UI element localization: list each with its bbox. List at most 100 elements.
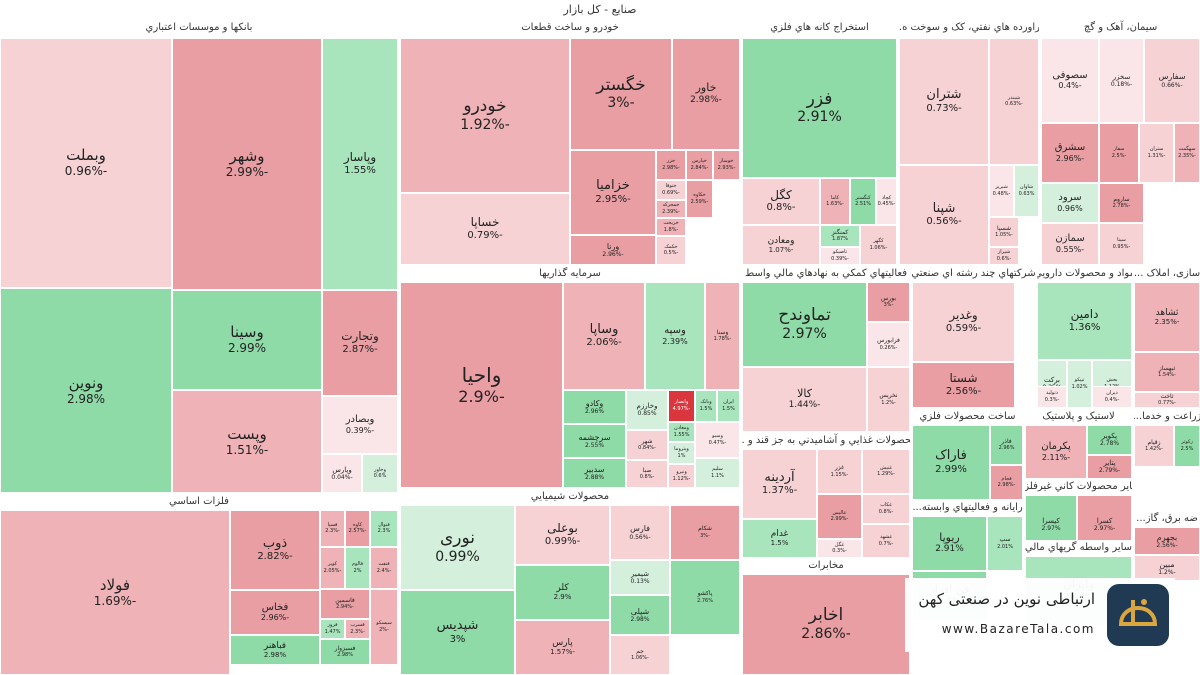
stock-tile[interactable]: سیسکو -2% bbox=[370, 589, 398, 665]
stock-tile[interactable]: سصوفی -0.4% bbox=[1041, 38, 1099, 123]
stock-tile[interactable]: فسرب -2.3% bbox=[345, 619, 370, 639]
stock-tile[interactable]: بوعلی -0.99% bbox=[515, 505, 610, 565]
stock-tile[interactable]: ذوب -2.82% bbox=[230, 510, 320, 590]
stock-tile[interactable]: بورس -3% bbox=[867, 282, 910, 322]
stock-tile[interactable]: فاراک 2.99% bbox=[912, 425, 990, 500]
stock-tile[interactable]: وسینا 2.99% bbox=[172, 290, 322, 390]
stock-tile[interactable]: کویر -2.05% bbox=[320, 547, 345, 589]
sector-header[interactable]: سرمایه گذاریها bbox=[400, 266, 740, 282]
stock-tile[interactable]: غزر -1.15% bbox=[817, 449, 862, 494]
stock-tile[interactable]: وساپا -2.06% bbox=[563, 282, 645, 390]
stock-tile[interactable]: سفارس -0.66% bbox=[1144, 38, 1200, 123]
stock-tile[interactable]: شیراز -0.6% bbox=[989, 247, 1019, 265]
sector-header[interactable]: محصولات غذايي و آشاميدني به جز قند و ... bbox=[742, 433, 910, 449]
stock-tile[interactable]: ریوپا 2.91% bbox=[912, 516, 987, 571]
stock-tile[interactable]: خگستر -3% bbox=[570, 38, 672, 150]
stock-tile[interactable]: فسبزوار 2.98% bbox=[320, 639, 370, 665]
stock-tile[interactable]: وپاسار 1.55% bbox=[322, 38, 398, 290]
sector-header[interactable]: سیمان، آهک و گچ bbox=[1041, 18, 1200, 38]
stock-tile[interactable]: ومعادن 1.55% bbox=[668, 422, 695, 442]
stock-tile[interactable]: کچاد -0.45% bbox=[876, 178, 897, 225]
stock-tile[interactable]: سرچشمه 2.55% bbox=[563, 424, 626, 458]
stock-tile[interactable]: زقیام -1.42% bbox=[1134, 425, 1174, 467]
sector-header[interactable]: ضه برق، گاز... bbox=[1134, 511, 1200, 527]
stock-tile[interactable]: جم -1.06% bbox=[610, 635, 670, 675]
stock-tile[interactable]: پاکشو 2.76% bbox=[670, 560, 740, 635]
stock-tile[interactable]: خوساز -2.93% bbox=[713, 150, 740, 180]
stock-tile[interactable]: فالوم 2% bbox=[345, 547, 370, 589]
stock-tile[interactable]: وپارس -0.04% bbox=[322, 454, 362, 493]
stock-tile[interactable]: پکویر 2.78% bbox=[1087, 425, 1132, 455]
stock-tile[interactable]: فارس -0.56% bbox=[610, 505, 670, 560]
stock-tile[interactable]: فاسمین -2.94% bbox=[320, 589, 370, 619]
stock-tile[interactable]: زکوثر 2.5% bbox=[1174, 425, 1200, 467]
sector-header[interactable]: سایر محصولات کاني غیرفلزي bbox=[1025, 479, 1132, 495]
stock-tile[interactable]: فنفت -2.4% bbox=[370, 547, 398, 589]
stock-tile[interactable]: فرابورس -0.26% bbox=[867, 322, 910, 367]
stock-tile[interactable]: ستران -1.31% bbox=[1139, 123, 1174, 183]
stock-tile[interactable]: فخاس -2.96% bbox=[230, 590, 320, 635]
stock-tile[interactable]: کاما -1.63% bbox=[820, 178, 850, 225]
stock-tile[interactable]: خریخت -1.8% bbox=[656, 218, 686, 236]
stock-tile[interactable]: خودرو -1.92% bbox=[400, 38, 570, 193]
stock-tile[interactable]: فنوال 2.3% bbox=[370, 510, 398, 547]
stock-tile[interactable]: نوری 0.99% bbox=[400, 505, 515, 590]
stock-tile[interactable]: شکام -3% bbox=[670, 505, 740, 560]
stock-tile[interactable]: خمحرکه -2.39% bbox=[656, 200, 686, 218]
stock-tile[interactable]: شبندر -0.63% bbox=[989, 38, 1039, 165]
stock-tile[interactable]: کنگستر 2.51% bbox=[850, 178, 876, 225]
stock-tile[interactable]: غنیش -1.29% bbox=[862, 449, 910, 494]
sector-header[interactable]: بانکها و موسسات اعتباري bbox=[0, 18, 398, 38]
stock-tile[interactable]: سشرق -2.96% bbox=[1041, 123, 1099, 183]
stock-tile[interactable]: وبملت -0.96% bbox=[0, 38, 172, 288]
stock-tile[interactable]: خزامیا -2.95% bbox=[570, 150, 656, 235]
stock-tile[interactable]: تماوندح 2.97% bbox=[742, 282, 867, 367]
sector-header[interactable]: فراورده هاي نفتي، کک و سوخت ه... bbox=[899, 18, 1039, 38]
sector-header[interactable]: فعالیتهاي کمکي به نهادهاي مالي واسط bbox=[742, 266, 910, 282]
stock-tile[interactable]: شبریز -0.48% bbox=[989, 165, 1014, 217]
stock-tile[interactable]: سپ 2.01% bbox=[987, 516, 1023, 571]
stock-tile[interactable]: کلر 2.9% bbox=[515, 565, 610, 620]
stock-tile[interactable]: وپتروما 1% bbox=[668, 442, 695, 464]
stock-tile[interactable]: نخریس -1.2% bbox=[867, 367, 910, 432]
stock-tile[interactable]: وبانک 1.5% bbox=[695, 390, 717, 422]
stock-tile[interactable]: شپنا -0.56% bbox=[899, 165, 989, 265]
stock-tile[interactable]: ونیرو -1.12% bbox=[668, 464, 695, 488]
stock-tile[interactable]: وپست -1.51% bbox=[172, 390, 322, 493]
stock-tile[interactable]: خکمک -0.5% bbox=[656, 236, 686, 265]
stock-tile[interactable]: فباهنر 2.98% bbox=[230, 635, 320, 665]
stock-tile[interactable]: ختوقا -0.69% bbox=[656, 180, 686, 200]
stock-tile[interactable]: شپدیس 3% bbox=[400, 590, 515, 675]
stock-tile[interactable]: غشهد -0.7% bbox=[862, 524, 910, 558]
stock-tile[interactable]: دیران -0.4% bbox=[1092, 386, 1132, 408]
stock-tile[interactable]: خاور -2.98% bbox=[672, 38, 740, 150]
stock-tile[interactable]: وسبو -0.47% bbox=[695, 422, 740, 458]
stock-tile[interactable]: خکاوه -2.59% bbox=[686, 180, 713, 218]
stock-tile[interactable]: فولاد -1.69% bbox=[0, 510, 230, 675]
stock-tile[interactable]: وسنا -1.78% bbox=[705, 282, 740, 390]
stock-tile[interactable]: وانصار -4.97% bbox=[668, 390, 695, 422]
stock-tile[interactable]: ورنا -2.96% bbox=[570, 235, 656, 265]
stock-tile[interactable]: دامین 1.36% bbox=[1037, 282, 1132, 360]
sector-header[interactable]: شرکتهاي چند رشته اي صنعتي bbox=[912, 266, 1035, 282]
stock-tile[interactable]: ثاخت -0.77% bbox=[1134, 392, 1200, 408]
sector-header[interactable]: مواد و محصولات دارويي bbox=[1037, 266, 1132, 282]
sector-header[interactable]: زراعت و خدما... bbox=[1134, 409, 1200, 425]
stock-tile[interactable]: سیتا -0.95% bbox=[1099, 223, 1144, 265]
stock-tile[interactable]: شاوان 0.63% bbox=[1014, 165, 1039, 217]
stock-tile[interactable]: خزر -2.98% bbox=[656, 150, 686, 180]
stock-tile[interactable]: دتولید -0.3% bbox=[1037, 386, 1067, 408]
stock-tile[interactable]: واحیا -2.9% bbox=[400, 282, 563, 488]
stock-tile[interactable]: سلیم 1.1% bbox=[695, 458, 740, 488]
stock-tile[interactable]: کگهر -1.06% bbox=[860, 225, 897, 265]
sector-header[interactable]: لاستیک و پلاستیک bbox=[1025, 409, 1132, 425]
stock-tile[interactable]: غدام 1.5% bbox=[742, 519, 817, 558]
stock-tile[interactable]: پکرمان -2.11% bbox=[1025, 425, 1087, 479]
stock-tile[interactable]: وسپه 2.39% bbox=[645, 282, 705, 390]
stock-tile[interactable]: پتایر -2.79% bbox=[1087, 455, 1132, 479]
sector-header[interactable]: سازی، املاک ... bbox=[1134, 266, 1200, 282]
stock-tile[interactable]: شپلی 2.98% bbox=[610, 595, 670, 635]
stock-tile[interactable]: ومعادن -1.07% bbox=[742, 225, 820, 265]
sector-header[interactable]: خودرو و ساخت قطعات bbox=[400, 18, 740, 38]
stock-tile[interactable]: ایران 1.5% bbox=[717, 390, 740, 422]
